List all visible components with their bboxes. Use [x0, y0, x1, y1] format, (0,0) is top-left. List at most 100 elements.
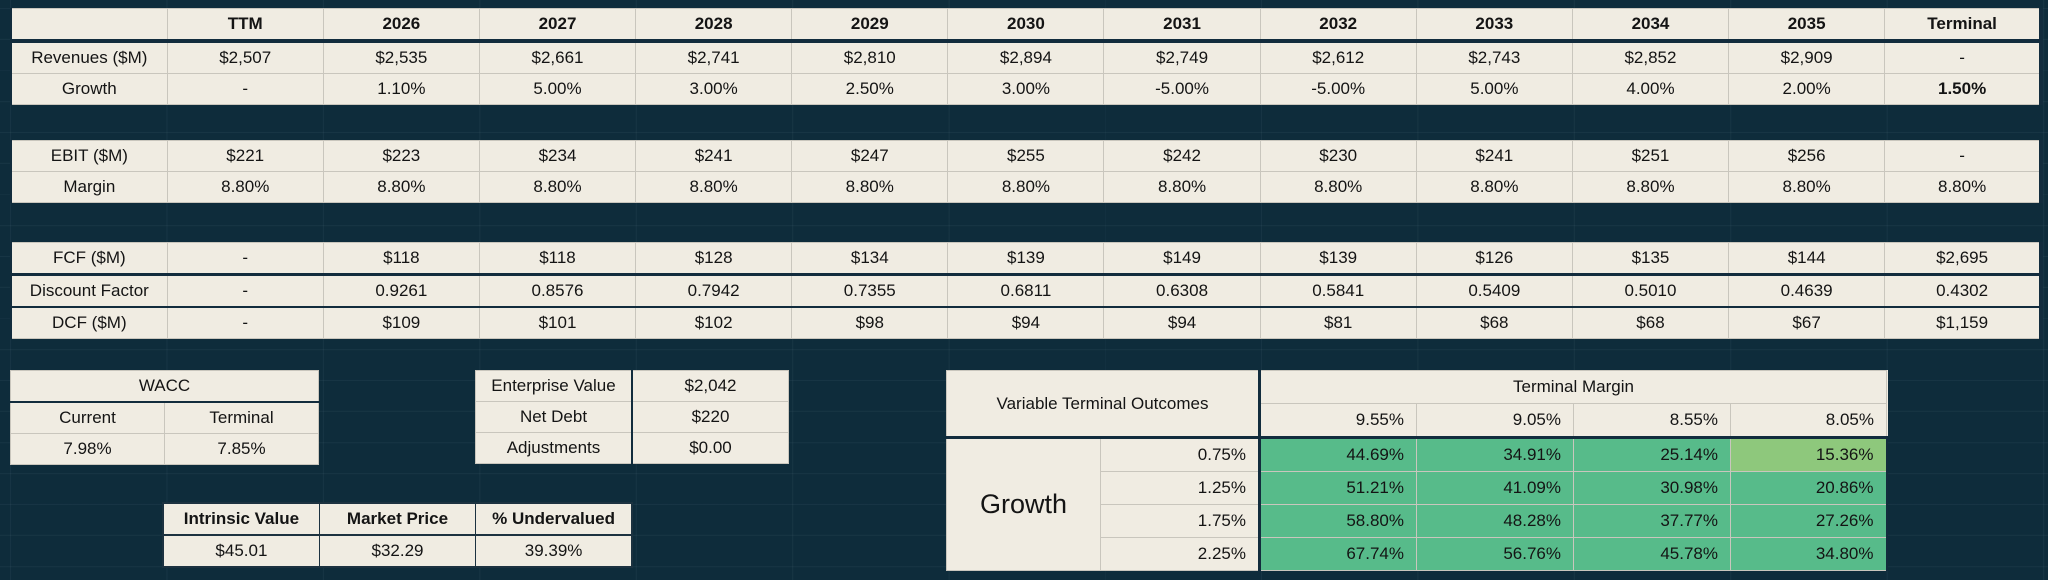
market-price-amount[interactable]: $32.29 [318, 534, 477, 568]
cell[interactable]: $109 [322, 306, 480, 339]
growth-rate-header[interactable]: 0.75% [1100, 437, 1261, 472]
col-header-terminal[interactable]: Terminal [1884, 8, 2042, 43]
cell[interactable]: $118 [322, 242, 480, 276]
cell[interactable]: $67 [1728, 306, 1886, 339]
cell[interactable]: $223 [322, 140, 480, 172]
terminal-margin-header[interactable]: 8.55% [1573, 403, 1731, 439]
cell[interactable]: $118 [478, 242, 637, 276]
cell[interactable]: $2,507 [166, 40, 324, 74]
year-header[interactable]: 2034 [1571, 8, 1730, 43]
growth-rate-header[interactable]: 1.75% [1100, 504, 1261, 538]
cell[interactable]: $68 [1415, 306, 1573, 339]
cell[interactable]: 4.00% [1571, 73, 1730, 105]
cell[interactable]: 0.6308 [1103, 274, 1261, 308]
sensitivity-cell[interactable]: 27.26% [1730, 504, 1888, 538]
cell[interactable]: $126 [1415, 242, 1573, 276]
sensitivity-cell[interactable]: 34.91% [1416, 437, 1574, 472]
blank-corner-cell[interactable] [10, 8, 168, 43]
terminal-margin-title[interactable]: Terminal Margin [1259, 370, 1887, 404]
year-header[interactable]: 2035 [1728, 8, 1886, 43]
sensitivity-cell[interactable]: 41.09% [1416, 471, 1574, 505]
cell[interactable]: - [166, 242, 324, 276]
row-label-dcf[interactable]: DCF ($M) [10, 306, 168, 339]
cell[interactable]: $2,535 [322, 40, 480, 74]
year-header[interactable]: 2031 [1103, 8, 1261, 43]
cell[interactable]: - [166, 306, 324, 339]
cell[interactable]: - [1884, 40, 2042, 74]
sensitivity-cell[interactable]: 48.28% [1416, 504, 1574, 538]
sensitivity-corner-label[interactable]: Variable Terminal Outcomes [946, 370, 1261, 439]
wacc-header-terminal[interactable]: Terminal [164, 401, 319, 434]
cell[interactable]: $2,749 [1103, 40, 1261, 74]
cell[interactable]: $221 [166, 140, 324, 172]
cell[interactable]: $149 [1103, 242, 1261, 276]
cell[interactable]: $2,810 [791, 40, 949, 74]
terminal-margin-header[interactable]: 9.55% [1259, 403, 1417, 439]
cell[interactable]: 2.50% [791, 73, 949, 105]
cell[interactable]: 0.4302 [1884, 274, 2042, 308]
cell[interactable]: $101 [478, 306, 637, 339]
cell[interactable]: $247 [791, 140, 949, 172]
cell[interactable]: $134 [791, 242, 949, 276]
cell[interactable]: $251 [1571, 140, 1730, 172]
year-header[interactable]: 2026 [322, 8, 480, 43]
cell[interactable]: 8.80% [1571, 171, 1730, 203]
sensitivity-cell[interactable]: 25.14% [1573, 437, 1731, 472]
cell[interactable]: $139 [1259, 242, 1417, 276]
cell[interactable]: 8.80% [947, 171, 1105, 203]
cell[interactable]: 0.5010 [1571, 274, 1730, 308]
year-header[interactable]: 2029 [791, 8, 949, 43]
cell[interactable]: 8.80% [1103, 171, 1261, 203]
sensitivity-cell[interactable]: 58.80% [1259, 504, 1417, 538]
cell[interactable]: $242 [1103, 140, 1261, 172]
cell[interactable]: $2,695 [1884, 242, 2042, 276]
cell[interactable]: $2,612 [1259, 40, 1417, 74]
cell[interactable]: $68 [1571, 306, 1730, 339]
cell[interactable]: $102 [635, 306, 793, 339]
cell[interactable]: $2,743 [1415, 40, 1573, 74]
col-header-ttm[interactable]: TTM [166, 8, 324, 43]
terminal-margin-header[interactable]: 9.05% [1416, 403, 1574, 439]
intrinsic-value-header[interactable]: Intrinsic Value [162, 502, 320, 536]
cell[interactable]: $144 [1728, 242, 1886, 276]
enterprise-value-label[interactable]: Enterprise Value [475, 370, 633, 402]
year-header[interactable]: 2032 [1259, 8, 1417, 43]
cell[interactable]: $2,894 [947, 40, 1105, 74]
cell[interactable]: 8.80% [1884, 171, 2042, 203]
cell[interactable]: -5.00% [1259, 73, 1417, 105]
cell[interactable]: 0.9261 [322, 274, 480, 308]
wacc-current-value[interactable]: 7.98% [10, 433, 165, 465]
enterprise-value-amount[interactable]: $2,042 [631, 370, 789, 402]
cell[interactable]: $2,852 [1571, 40, 1730, 74]
row-label-growth[interactable]: Growth [10, 73, 168, 105]
cell[interactable]: 0.8576 [478, 274, 637, 308]
cell[interactable]: 3.00% [635, 73, 793, 105]
cell[interactable]: 5.00% [478, 73, 637, 105]
cell[interactable]: 8.80% [322, 171, 480, 203]
cell[interactable]: $241 [1415, 140, 1573, 172]
cell[interactable]: 8.80% [1415, 171, 1573, 203]
cell[interactable]: $1,159 [1884, 306, 2042, 339]
sensitivity-cell-highlighted[interactable]: 15.36% [1730, 437, 1888, 472]
wacc-title[interactable]: WACC [10, 370, 319, 403]
sensitivity-cell[interactable]: 37.77% [1573, 504, 1731, 538]
cell[interactable]: 8.80% [1728, 171, 1886, 203]
cell[interactable]: 8.80% [791, 171, 949, 203]
cell[interactable]: $94 [1103, 306, 1261, 339]
net-debt-amount[interactable]: $220 [631, 401, 789, 433]
cell[interactable]: $255 [947, 140, 1105, 172]
cell[interactable]: 0.5409 [1415, 274, 1573, 308]
row-label-ebit[interactable]: EBIT ($M) [10, 140, 168, 172]
cell[interactable]: 8.80% [635, 171, 793, 203]
growth-axis-label[interactable]: Growth [946, 437, 1101, 571]
wacc-header-current[interactable]: Current [10, 401, 165, 434]
cell[interactable]: 0.6811 [947, 274, 1105, 308]
sensitivity-cell[interactable]: 30.98% [1573, 471, 1731, 505]
row-label-margin[interactable]: Margin [10, 171, 168, 203]
year-header[interactable]: 2027 [478, 8, 637, 43]
year-header[interactable]: 2030 [947, 8, 1105, 43]
cell[interactable]: -5.00% [1103, 73, 1261, 105]
cell[interactable]: 1.10% [322, 73, 480, 105]
adjustments-label[interactable]: Adjustments [475, 432, 633, 464]
cell[interactable]: 8.80% [166, 171, 324, 203]
